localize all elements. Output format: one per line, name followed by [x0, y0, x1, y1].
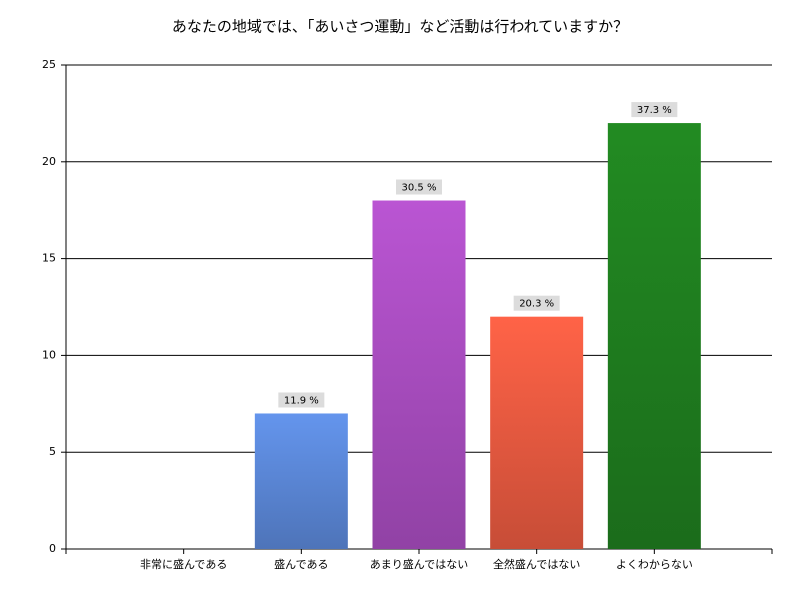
- value-label-box: [396, 179, 442, 195]
- value-label: 30.5 %: [402, 183, 437, 194]
- x-tick-label: 盛んである: [274, 557, 328, 571]
- bar: [254, 413, 348, 549]
- y-tick-label: 20: [42, 155, 56, 168]
- y-tick-label: 5: [49, 445, 56, 458]
- bar: [490, 316, 584, 549]
- value-label-box: [278, 392, 325, 408]
- y-tick-label: 15: [42, 252, 56, 265]
- y-tick-label: 10: [42, 348, 56, 361]
- value-label-box: [631, 102, 678, 118]
- value-label: 20.3 %: [519, 299, 554, 310]
- chart-title: あなたの地域では、「あいさつ運動」など活動は行われていますか？: [172, 18, 628, 36]
- bar: [372, 200, 466, 549]
- x-tick-label: 全然盛んではない: [493, 557, 580, 571]
- x-tick-label: 非常に盛んである: [140, 557, 227, 571]
- x-tick-label: あまり盛んではない: [370, 557, 468, 571]
- bar: [607, 123, 701, 549]
- value-label-box: [513, 295, 560, 311]
- x-tick-label: よくわからない: [616, 558, 693, 571]
- y-tick-label: 0: [49, 542, 56, 555]
- value-label: 37.3 %: [637, 105, 672, 116]
- value-label: 11.9 %: [284, 395, 319, 406]
- y-tick-label: 25: [42, 58, 56, 71]
